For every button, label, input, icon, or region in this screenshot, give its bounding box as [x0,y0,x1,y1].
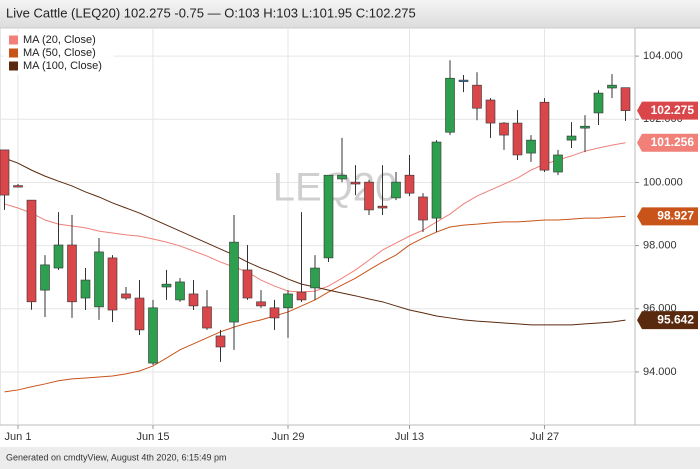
price-box [637,101,698,120]
price-box-label: 95.642 [657,312,694,326]
price-box [637,133,698,152]
candle-body [13,185,23,188]
candle-body [337,174,347,180]
candle-body [229,241,239,323]
candle-body [323,174,334,259]
y-tick-label: 104.000 [643,50,683,62]
candle-body [215,335,226,348]
candle-body [310,267,320,289]
price-box [637,311,698,330]
candle-body [620,87,631,111]
candle-body [458,79,469,82]
plot-area: 94.00096.00098.000100.000102.000104.000J… [0,27,700,443]
price-box-label: 102.275 [651,103,695,117]
candle-body [607,84,617,89]
candle-body [296,291,307,301]
candle-body [418,196,428,221]
legend-box [4,32,114,74]
candle-body [175,281,185,301]
legend-swatch [9,35,18,45]
plot-frame [0,27,636,426]
candle-body [593,92,604,114]
candle-body [148,307,158,364]
price-box-label: 101.256 [651,135,695,149]
x-tick-label: Jun 1 [5,431,32,443]
candle-body [256,301,266,307]
chart-title: Live Cattle (LEQ20) 102.275 -0.75 — O:10… [6,5,416,20]
candle-body [202,306,212,329]
price-box [637,207,698,226]
candle-body [40,264,50,291]
candle-body [472,84,482,109]
watermark: LEQ20 [273,166,398,210]
candle-body [377,205,388,209]
candle-body [566,135,577,141]
candle-body [391,181,401,199]
candle-body [350,181,361,185]
candle-body [553,154,563,173]
legend-swatch [9,61,18,71]
header-bar [0,0,700,28]
y-tick-label: 98.000 [643,240,677,252]
y-tick-label: 94.000 [643,366,677,378]
candle-body [283,293,293,309]
x-tick-label: Jul 13 [395,431,424,443]
x-tick-label: Jul 27 [530,431,559,443]
candle-body [161,283,172,288]
legend-label: MA (100, Close) [23,60,102,72]
candle-body [67,244,77,303]
candle-body [404,174,415,194]
candle-body [80,279,91,299]
legend-label: MA (20, Close) [23,34,96,46]
candle-body [539,101,550,171]
candle-body [94,251,104,308]
x-tick-label: Jun 29 [271,431,304,443]
footer-bar [0,447,700,469]
candle-body [431,141,442,219]
candle-body [134,297,145,331]
candle-body [526,139,536,154]
x-tick-label: Jun 15 [136,431,169,443]
candle-body [364,181,374,211]
candle-body [26,199,37,303]
candle-body [53,244,64,269]
candle-body [242,269,253,299]
candle-body [485,99,496,124]
y-tick-label: 100.000 [643,176,683,188]
candle-body [499,122,509,136]
candle-body [188,293,199,307]
candle-body [512,122,523,156]
ma-line [4,215,626,393]
candle-body [580,125,590,129]
candle-body [269,307,280,319]
price-box-label: 98.927 [657,209,694,223]
candle-body [107,257,118,311]
candle-body [445,77,455,133]
candle-body [0,149,10,196]
candle-body [121,293,131,299]
footer-text: Generated on cmdtyView, August 4th 2020,… [6,452,226,462]
legend-label: MA (50, Close) [23,47,96,59]
legend-swatch [9,48,18,58]
